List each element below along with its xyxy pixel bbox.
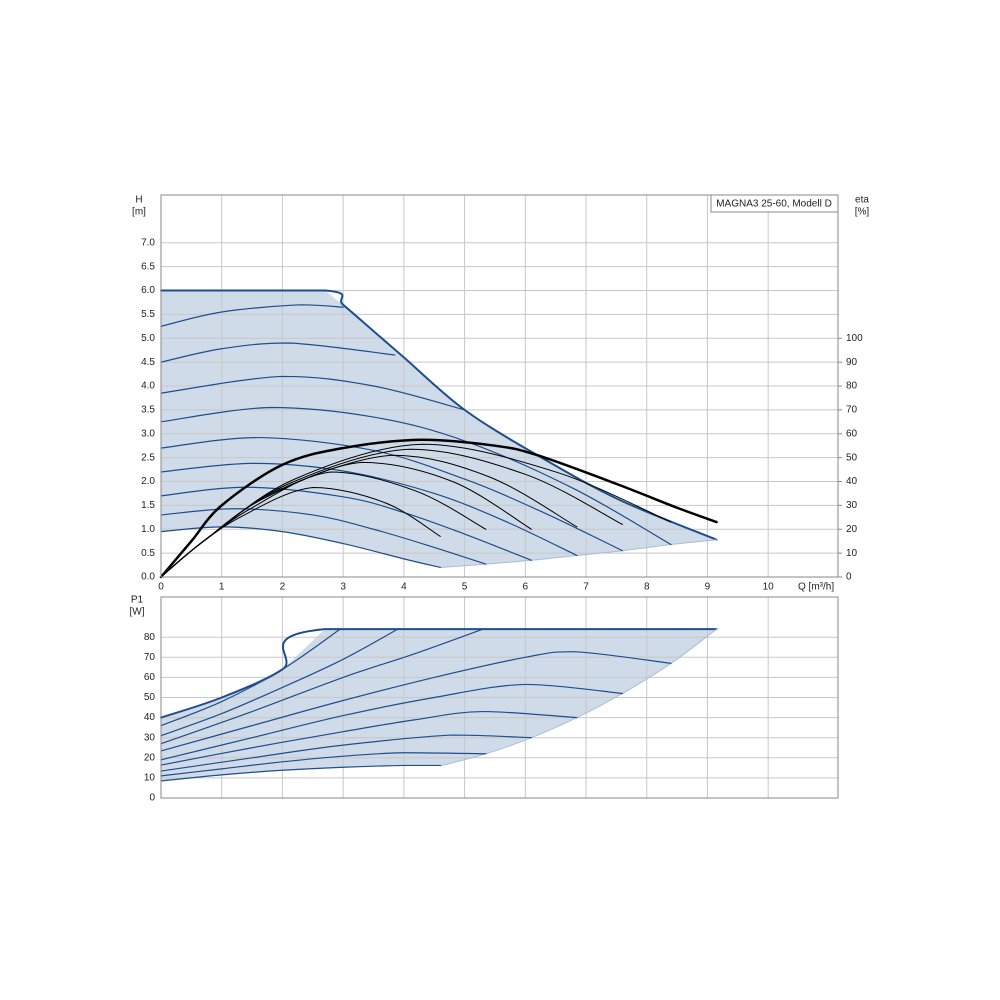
y-tick-label: 50 [144, 692, 156, 703]
performance-curve [160, 406, 672, 546]
performance-curve [160, 734, 532, 772]
y2-tick-label: 50 [846, 452, 858, 463]
grid-layer [160, 195, 838, 799]
x-tick-label: 2 [280, 582, 286, 593]
performance-curve [160, 628, 341, 727]
y-tick-label: 80 [144, 632, 156, 643]
y-tick-label: 6.5 [141, 261, 155, 272]
y-tick-label: 70 [144, 652, 156, 663]
fill-layer [161, 290, 717, 781]
plot-frame [160, 596, 839, 799]
performance-curve [160, 462, 578, 557]
performance-curve [160, 764, 441, 782]
performance-curve [160, 628, 718, 719]
line-layer [159, 289, 718, 782]
x-tick-label: 5 [462, 582, 468, 593]
x-tick-label: 0 [158, 582, 164, 593]
y2-tick-label: 70 [846, 405, 858, 416]
y2-tick-label: 10 [846, 548, 858, 559]
x-tick-label: 7 [583, 582, 589, 593]
performance-curve [160, 710, 578, 766]
y2-axis-unit: [%] [855, 207, 870, 218]
x-tick-label: 3 [340, 582, 346, 593]
y-tick-label: 5.5 [141, 309, 155, 320]
x-axis-label: Q [m³/h] [798, 582, 834, 593]
performance-curve [160, 342, 396, 363]
x-tick-label: 9 [705, 582, 711, 593]
y-tick-label: 1.0 [141, 524, 155, 535]
x-tick-label: 4 [401, 582, 407, 593]
y-tick-label: 3.5 [141, 405, 155, 416]
performance-curve [160, 375, 466, 411]
y-tick-label: 30 [144, 732, 156, 743]
y-tick-label: 0.5 [141, 548, 155, 559]
operating-range [161, 290, 717, 568]
y-tick-label: 60 [144, 672, 156, 683]
y-tick-label: 7.0 [141, 237, 155, 248]
y-tick-label: 1.5 [141, 500, 155, 511]
x-tick-label: 10 [763, 582, 775, 593]
y-tick-label: 0 [149, 793, 155, 804]
operating-range [161, 629, 717, 781]
y2-tick-label: 20 [846, 524, 858, 535]
performance-curve [160, 683, 624, 761]
y-tick-label: 10 [144, 773, 156, 784]
y-tick-label: 4.0 [141, 381, 155, 392]
x-tick-label: 1 [219, 582, 225, 593]
y-tick-label: 2.5 [141, 452, 155, 463]
y-tick-label: 20 [144, 752, 156, 763]
performance-curve [160, 289, 718, 541]
performance-curve [160, 486, 532, 561]
chart-title: MAGNA3 25-60, Modell D [716, 199, 832, 210]
y2-axis-label: eta [855, 195, 869, 206]
x-tick-label: 6 [523, 582, 529, 593]
y-axis-unit: [W] [130, 607, 145, 618]
y2-tick-label: 100 [846, 333, 863, 344]
y-tick-label: 40 [144, 712, 156, 723]
y-axis-label: P1 [131, 595, 144, 606]
y-tick-label: 4.5 [141, 357, 155, 368]
y-axis-unit: [m] [132, 207, 146, 218]
y2-tick-label: 90 [846, 357, 858, 368]
y-tick-label: 6.0 [141, 285, 155, 296]
y-tick-label: 5.0 [141, 333, 155, 344]
x-tick-label: 8 [644, 582, 650, 593]
efficiency-curve [160, 443, 672, 578]
y2-tick-label: 40 [846, 476, 858, 487]
performance-curve [160, 628, 484, 745]
performance-curve [160, 628, 399, 737]
y2-tick-label: 30 [846, 500, 858, 511]
performance-curve [160, 526, 441, 569]
y-axis-label: H [135, 195, 142, 206]
efficiency-curve [159, 438, 718, 579]
y2-tick-label: 60 [846, 428, 858, 439]
performance-curve [160, 752, 487, 777]
performance-curve [160, 508, 487, 565]
y-tick-label: 3.0 [141, 428, 155, 439]
performance-curve [160, 436, 624, 552]
performance-curve [160, 304, 344, 327]
y-tick-label: 0.0 [141, 572, 155, 583]
y2-tick-label: 80 [846, 381, 858, 392]
performance-curve [160, 651, 672, 752]
title-box [710, 194, 839, 213]
y2-tick-label: 0 [846, 572, 852, 583]
y-tick-label: 2.0 [141, 476, 155, 487]
